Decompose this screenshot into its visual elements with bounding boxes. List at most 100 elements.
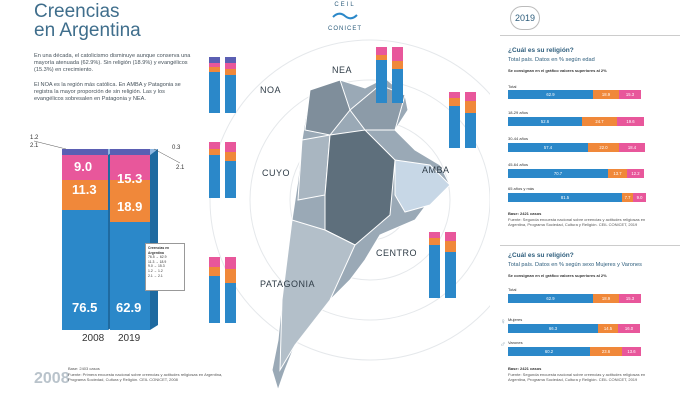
label-patagonia: PATAGONIA xyxy=(260,279,316,289)
mini-seg xyxy=(225,142,236,152)
mini-seg xyxy=(225,57,236,63)
mini-seg xyxy=(209,63,220,67)
mini-seg xyxy=(449,106,460,148)
legend-item: 11.3 → 18.9 xyxy=(148,259,167,264)
age-row-label: Total xyxy=(508,84,517,89)
label-2008-sin: 11.3 xyxy=(72,182,97,197)
q1-note: Se consignan en el gráfico valores super… xyxy=(508,68,607,73)
sex-row-label: Total xyxy=(508,287,517,292)
mini-noa-svg xyxy=(209,57,236,113)
legend-title: Creencias en Argentina xyxy=(148,246,170,255)
mini-seg xyxy=(445,252,456,298)
footer-fuente: Fuente: Primera encuesta nacional sobre … xyxy=(68,372,223,383)
sex-bar: 62.9 18.9 15.3 xyxy=(508,294,648,303)
q1-base: Base: 2421 casos xyxy=(508,211,542,216)
right-panel: 2019 ¿Cuál es su religión? Total país. D… xyxy=(500,0,680,400)
mini-seg xyxy=(429,238,440,245)
mini-chart-noa xyxy=(205,55,245,115)
map-area: NOA NEA CUYO AMBA CENTRO PATAGONIA CEIL … xyxy=(190,0,531,400)
ceil-logo: CEIL CONICET xyxy=(315,2,375,32)
mini-seg xyxy=(465,101,476,113)
sex-row-label: Varones xyxy=(508,340,523,345)
col2008-sin xyxy=(62,180,108,210)
title-line-2: en Argentina xyxy=(34,20,141,41)
bar-seg: 12.2 xyxy=(627,169,644,178)
bar-seg: 62.9 xyxy=(508,294,593,303)
nea-region xyxy=(349,84,406,131)
mini-cuyo-svg xyxy=(209,142,236,198)
col2008-otros xyxy=(62,149,108,155)
mini-seg xyxy=(225,75,236,113)
col2019-sin xyxy=(110,180,150,222)
label-amba: AMBA xyxy=(422,165,450,175)
bar-seg: 15.3 xyxy=(619,294,641,303)
mini-seg xyxy=(225,152,236,161)
mini-seg xyxy=(209,57,220,63)
logo-line2: CONICET xyxy=(328,26,362,32)
leader-left xyxy=(33,140,67,150)
age-bar: 52.6 24.7 19.6 xyxy=(508,117,648,126)
year-badge: 2019 xyxy=(510,6,540,30)
side-left-b: 2.1 xyxy=(30,143,39,149)
mini-seg xyxy=(209,149,220,155)
mini-seg xyxy=(376,60,387,103)
mini-seg xyxy=(225,269,236,283)
bar-seg: 22.0 xyxy=(588,143,619,152)
centro-region xyxy=(324,129,396,246)
bar-seg: 57.4 xyxy=(508,143,588,152)
divider xyxy=(500,35,680,36)
woman-icon: ♀ xyxy=(500,317,506,326)
year-2019-label: 2019 xyxy=(118,333,141,344)
q1-title: ¿Cuál es su religión? xyxy=(508,47,574,54)
logo-wave-icon xyxy=(332,12,358,20)
q1-fuente: Fuente: Segunda encuesta nacional sobre … xyxy=(508,217,646,228)
bar-seg: 24.7 xyxy=(582,117,617,126)
mini-seg xyxy=(225,257,236,269)
age-row-label: 18-29 años xyxy=(508,110,529,115)
mini-seg xyxy=(225,161,236,198)
year-2008-label: 2008 xyxy=(82,333,105,344)
bar-seg: 66.3 xyxy=(508,324,598,333)
intro-paragraph-1: En una década, el catolicismo disminuye … xyxy=(34,53,191,73)
q2-note: Se consignan en el gráfico valores super… xyxy=(508,273,607,278)
mini-seg xyxy=(465,92,476,101)
label-nea: NEA xyxy=(332,65,353,75)
title-line-1: Creencias xyxy=(34,1,120,22)
bar-seg: 19.6 xyxy=(617,117,644,126)
map-svg xyxy=(209,39,531,392)
col2019-otros xyxy=(110,149,150,155)
label-2019-cat: 62.9 xyxy=(116,300,142,315)
age-row-label: 65 años y más xyxy=(508,186,535,191)
noa-region xyxy=(304,79,351,136)
bar-seg: 13.7 xyxy=(608,169,627,178)
bar-seg: 9.0 xyxy=(633,193,646,202)
mini-seg xyxy=(209,67,220,72)
patagonia-region xyxy=(279,219,356,372)
mini-seg xyxy=(209,72,220,113)
divider xyxy=(500,245,680,246)
label-noa: NOA xyxy=(260,85,282,95)
man-icon: ♂ xyxy=(500,340,506,349)
age-row-label: 30-44 años xyxy=(508,136,529,141)
label-2008-ev: 9.0 xyxy=(74,159,93,174)
mini-chart-centro xyxy=(425,230,465,300)
side-right-b: 2.1 xyxy=(176,165,185,171)
legend-item: 76.5 → 62.9 xyxy=(148,255,167,260)
mini-nea-svg xyxy=(376,47,403,103)
leader-right xyxy=(153,148,181,164)
mini-chart-cuyo xyxy=(205,140,245,200)
mini-seg xyxy=(465,113,476,148)
mini-seg xyxy=(209,155,220,198)
mini-seg xyxy=(449,98,460,106)
bar-seg: 81.5 xyxy=(508,193,622,202)
bar-seg: 16.0 xyxy=(618,324,640,333)
mini-seg xyxy=(392,47,403,61)
mini-seg xyxy=(429,245,440,298)
bar-seg: 14.5 xyxy=(598,324,618,333)
label-cuyo: CUYO xyxy=(262,168,291,178)
label-2008-cat: 76.5 xyxy=(72,300,98,315)
mini-seg xyxy=(209,142,220,149)
mini-seg xyxy=(225,69,236,75)
mini-chart-nea xyxy=(372,45,412,105)
label-centro: CENTRO xyxy=(376,248,417,258)
